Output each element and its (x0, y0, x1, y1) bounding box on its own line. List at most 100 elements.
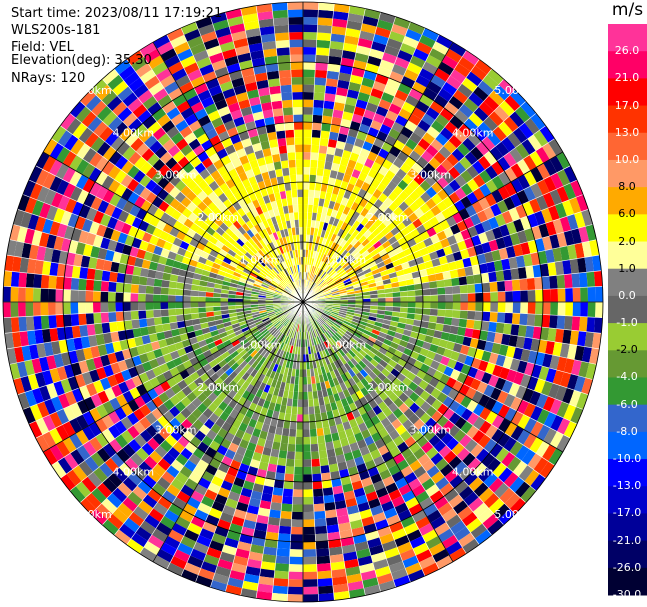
velocity-gate (165, 157, 178, 170)
velocity-gate (228, 399, 238, 409)
velocity-gate (369, 309, 378, 314)
velocity-gate (216, 148, 229, 160)
velocity-gate (340, 373, 348, 383)
velocity-gate (478, 169, 492, 184)
velocity-gate (202, 521, 217, 534)
velocity-gate (319, 326, 326, 334)
velocity-gate (349, 74, 364, 85)
velocity-gate (364, 220, 374, 230)
velocity-gate (369, 236, 379, 246)
velocity-gate (277, 457, 287, 467)
velocity-gate (230, 350, 239, 359)
velocity-gate (314, 182, 322, 191)
velocity-gate (262, 219, 270, 229)
velocity-gate (286, 344, 292, 353)
velocity-gate (269, 353, 276, 363)
velocity-gate (25, 316, 35, 332)
velocity-gate (563, 230, 575, 246)
velocity-gate (168, 186, 181, 199)
velocity-gate (177, 435, 190, 448)
velocity-gate (563, 165, 578, 184)
velocity-gate (372, 240, 382, 250)
velocity-gate (348, 5, 366, 16)
azimuth-spoke (302, 151, 564, 303)
velocity-gate (281, 244, 287, 253)
velocity-gate (271, 268, 278, 276)
velocity-gate (345, 313, 354, 319)
velocity-gate (457, 352, 468, 364)
velocity-gate (274, 122, 285, 132)
velocity-gate (501, 333, 511, 346)
velocity-gate (170, 328, 180, 337)
ring-label: 4.00km (113, 126, 155, 139)
velocity-gate (393, 139, 406, 152)
velocity-gate (393, 16, 411, 29)
velocity-gate (75, 481, 92, 498)
velocity-gate (439, 463, 454, 477)
velocity-gate (342, 551, 358, 562)
velocity-gate (587, 286, 596, 302)
velocity-gate (18, 302, 26, 317)
velocity-gate (509, 358, 521, 372)
velocity-gate (251, 166, 262, 176)
velocity-gate (517, 324, 527, 338)
velocity-gate (422, 529, 438, 543)
velocity-gate (370, 449, 382, 460)
velocity-gate (325, 516, 339, 526)
velocity-gate (116, 320, 126, 332)
velocity-gate (184, 562, 201, 576)
velocity-gate (162, 452, 176, 466)
velocity-gate (250, 208, 259, 218)
velocity-gate (566, 213, 579, 231)
velocity-gate (238, 320, 247, 327)
velocity-gate (82, 410, 96, 426)
velocity-gate (312, 250, 317, 259)
ring-label: 4.00km (452, 126, 494, 139)
velocity-gate (445, 75, 462, 90)
velocity-gate (213, 257, 223, 266)
velocity-gate (180, 484, 195, 497)
velocity-gate (90, 393, 103, 408)
velocity-gate (273, 306, 282, 310)
velocity-gate (259, 500, 272, 510)
velocity-gate (160, 380, 171, 392)
velocity-gate (62, 150, 77, 167)
velocity-gate (279, 254, 285, 262)
velocity-gate (239, 274, 249, 281)
velocity-gate (278, 333, 285, 341)
velocity-gate (316, 344, 322, 352)
velocity-gate (70, 277, 80, 291)
velocity-gate (434, 68, 451, 82)
velocity-gate (265, 294, 274, 298)
velocity-gate (348, 272, 357, 279)
velocity-gate (212, 197, 223, 208)
velocity-gate (282, 318, 289, 326)
velocity-gate (467, 310, 476, 321)
velocity-gate (378, 235, 388, 245)
velocity-gate (126, 538, 144, 554)
velocity-gate (298, 376, 303, 385)
azimuth-spoke (302, 301, 564, 453)
velocity-gate (150, 340, 161, 351)
ray-separator (17, 209, 304, 303)
velocity-gate (377, 222, 387, 232)
velocity-gate (95, 171, 109, 186)
velocity-gate (327, 63, 341, 73)
velocity-gate (241, 161, 252, 172)
velocity-gate (503, 269, 512, 281)
velocity-gate (458, 466, 473, 481)
velocity-gate (293, 280, 298, 289)
velocity-gate (454, 526, 471, 542)
velocity-gate (127, 425, 140, 439)
velocity-gate (270, 317, 278, 323)
ray-separator (302, 165, 571, 303)
velocity-gate (133, 408, 146, 422)
velocity-gate (389, 341, 399, 350)
velocity-gate (317, 318, 324, 326)
velocity-gate (266, 524, 280, 534)
velocity-gate (287, 266, 293, 275)
velocity-gate (295, 152, 303, 160)
velocity-gate (297, 399, 303, 407)
velocity-gate (404, 272, 414, 281)
velocity-gate (198, 296, 206, 302)
